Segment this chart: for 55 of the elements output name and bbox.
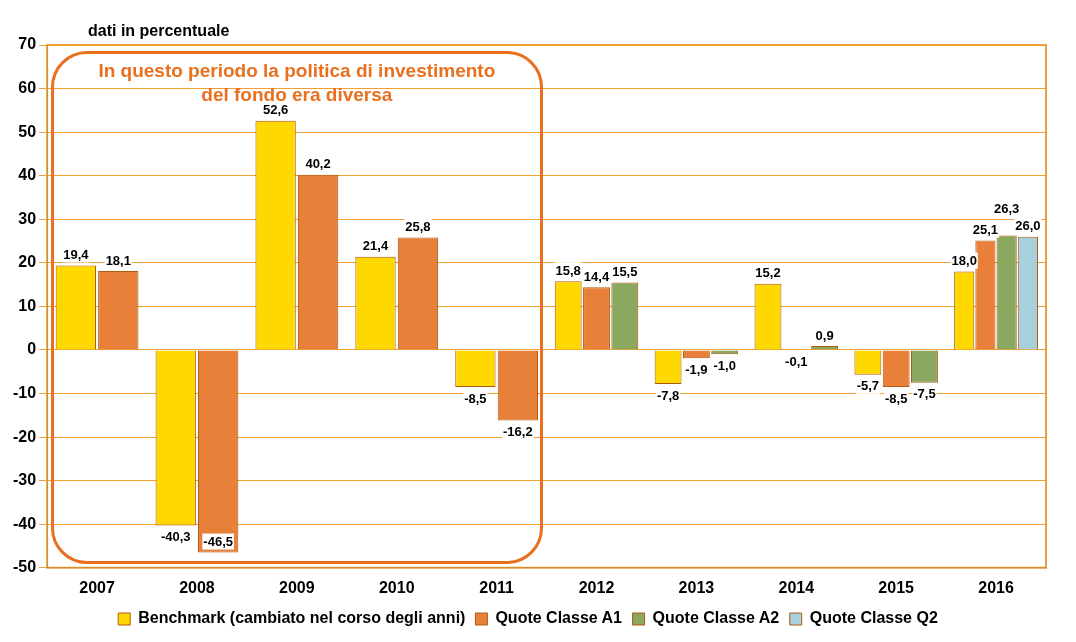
y-tick-label: -30 (13, 471, 37, 489)
y-tick-label: -10 (13, 383, 37, 401)
x-tick-label: 2013 (678, 578, 715, 596)
legend-label: Quote Classe Q2 (809, 609, 938, 627)
data-label: 0,9 (815, 327, 834, 343)
x-tick-label: 2009 (279, 578, 315, 596)
y-axis-title: dati in percentuale (88, 22, 230, 40)
y-tick-label: 70 (18, 35, 37, 53)
legend-label: Benchmark (cambiato nel corso degli anni) (138, 609, 466, 627)
y-tick-label: 50 (18, 122, 37, 140)
data-label: -7,8 (656, 387, 680, 403)
data-label: 14,4 (583, 268, 610, 284)
x-tick-label: 2008 (179, 578, 215, 596)
data-label: 26,3 (994, 200, 1020, 216)
data-label: -1,0 (713, 357, 736, 373)
data-label: -5,7 (856, 378, 880, 394)
data-label: 18,1 (105, 252, 131, 268)
x-tick-label: 2011 (479, 578, 515, 596)
x-tick-label: 2007 (79, 578, 115, 596)
x-tick-label: 2015 (878, 578, 915, 596)
x-tick-label: 2016 (978, 578, 1014, 596)
data-label: -1,9 (685, 361, 708, 377)
data-label: -8,5 (884, 390, 908, 406)
data-label: 18,0 (951, 253, 977, 269)
data-label: -8,5 (464, 390, 487, 406)
data-label: 15,2 (755, 265, 781, 281)
data-label: 15,5 (612, 264, 638, 280)
data-label: 25,8 (405, 219, 431, 235)
legend-label: Quote Classe A1 (495, 609, 623, 627)
data-label: 40,2 (305, 156, 331, 172)
legend-label: Quote Classe A2 (652, 609, 780, 627)
y-tick-label: 0 (27, 340, 37, 358)
data-label: -16,2 (503, 424, 533, 440)
y-tick-label: 60 (18, 78, 37, 96)
data-label: 15,8 (555, 262, 581, 278)
data-label: 19,4 (63, 247, 90, 263)
data-label: -7,5 (913, 386, 936, 402)
y-tick-label: -50 (13, 558, 37, 576)
annotation: In questo periodo la politica di investimento del fondo era diversa (97, 59, 497, 105)
x-tick-label: 2014 (778, 578, 815, 596)
data-label: 52,6 (262, 102, 289, 118)
y-tick-label: -40 (13, 514, 37, 532)
data-label: -0,1 (785, 353, 808, 369)
data-label: 21,4 (362, 238, 389, 254)
y-tick-label: 40 (18, 166, 37, 184)
x-tick-label: 2010 (378, 578, 415, 596)
x-tick-label: 2012 (578, 578, 615, 596)
y-tick-label: 10 (18, 296, 37, 314)
data-label: -40,3 (160, 529, 191, 545)
y-tick-label: 30 (18, 209, 37, 227)
y-tick-label: 20 (18, 253, 37, 271)
data-label: 25,1 (972, 222, 999, 238)
data-label: 26,0 (1015, 218, 1041, 234)
data-label: -46,5 (203, 534, 233, 550)
y-tick-label: -20 (13, 427, 37, 445)
